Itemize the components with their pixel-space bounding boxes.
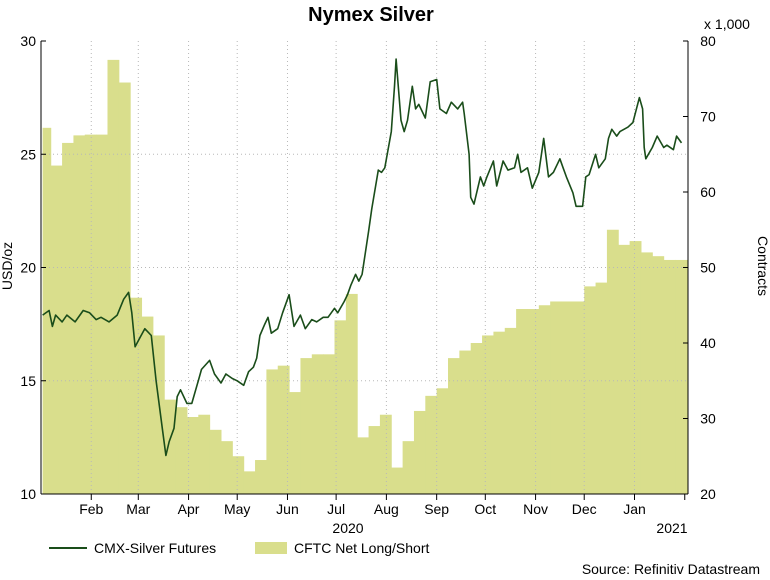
x-month-label: Mar xyxy=(126,501,150,517)
x-month-label: Jan xyxy=(623,501,646,517)
cftc-bar xyxy=(470,343,483,494)
cftc-bar xyxy=(107,59,120,494)
x-month-label: Feb xyxy=(79,501,103,517)
cftc-bar xyxy=(572,301,585,494)
cftc-bar xyxy=(118,82,131,495)
cftc-bar xyxy=(311,354,324,494)
y2-tick-label: 30 xyxy=(700,411,716,427)
y2-tick-label: 20 xyxy=(700,486,716,502)
cftc-bar xyxy=(220,441,233,494)
y2-tick-label: 70 xyxy=(700,109,716,125)
cftc-bar xyxy=(527,309,540,494)
cftc-bar xyxy=(448,358,460,494)
x-month-label: Nov xyxy=(523,501,548,517)
y-tick-label: 30 xyxy=(20,33,36,49)
y2-axis-title: Contracts xyxy=(755,236,770,296)
y2-multiplier-label: x 1,000 xyxy=(704,16,750,32)
cftc-bar xyxy=(413,410,426,494)
source-note: Source: Refinitiv Datastream xyxy=(582,561,760,577)
cftc-bar xyxy=(96,134,108,494)
cftc-bar xyxy=(538,305,551,494)
cftc-bar xyxy=(436,388,449,494)
cftc-area-layer xyxy=(42,59,689,495)
x-year-label: 2021 xyxy=(656,520,687,536)
cftc-bar xyxy=(459,350,472,494)
cftc-bar xyxy=(334,320,347,494)
x-month-label: Aug xyxy=(374,501,399,517)
cftc-bar xyxy=(663,259,676,494)
y-tick-label: 20 xyxy=(20,260,36,276)
y2-tick-label: 60 xyxy=(700,184,716,200)
legend-area-label: CFTC Net Long/Short xyxy=(294,540,429,556)
cftc-bar xyxy=(595,282,608,494)
legend-line-label: CMX-Silver Futures xyxy=(94,540,216,556)
cftc-bar xyxy=(675,259,689,494)
cftc-bar xyxy=(652,256,665,494)
cftc-bar xyxy=(323,354,336,494)
y2-tick-label: 40 xyxy=(700,335,716,351)
cftc-bar xyxy=(368,426,381,494)
cftc-bar xyxy=(300,358,313,494)
cftc-bar xyxy=(606,229,619,494)
cftc-bar xyxy=(550,301,563,494)
cftc-bar xyxy=(141,316,154,494)
cftc-bar xyxy=(357,437,370,494)
cftc-bar xyxy=(584,286,597,494)
cftc-bar xyxy=(482,335,494,494)
cftc-bar xyxy=(232,456,245,494)
axis-layer: 10 15 20 25 30 20 30 40 50 60 70 80 Feb Mar Apr May Jun J… xyxy=(20,33,716,536)
cftc-bar xyxy=(277,365,290,494)
cftc-bar xyxy=(255,460,267,494)
cftc-bar xyxy=(379,414,392,494)
cftc-bar xyxy=(561,301,574,494)
x-month-label: Jun xyxy=(276,501,299,517)
y2-tick-label: 50 xyxy=(700,260,716,276)
cftc-bar xyxy=(42,127,52,494)
cftc-bar xyxy=(50,165,63,494)
x-month-label: Oct xyxy=(474,501,496,517)
legend: CMX-Silver Futures CFTC Net Long/Short xyxy=(49,540,429,556)
cftc-bar xyxy=(516,309,528,494)
y-axis-title: USD/oz xyxy=(0,242,15,290)
y-tick-label: 15 xyxy=(20,373,36,389)
cftc-bar xyxy=(425,395,438,494)
x-year-label: 2020 xyxy=(332,520,363,536)
legend-area-swatch xyxy=(255,542,287,554)
y2-tick-label: 80 xyxy=(700,33,716,49)
cftc-bar xyxy=(186,416,199,494)
cftc-bar xyxy=(130,297,143,494)
cftc-bar xyxy=(629,241,642,494)
silver-line-layer xyxy=(42,58,683,457)
cftc-bar xyxy=(493,331,506,494)
cftc-bar xyxy=(289,392,301,494)
cftc-bar xyxy=(62,142,74,495)
cftc-bar xyxy=(266,369,279,494)
cftc-bar xyxy=(175,407,188,494)
cftc-bar xyxy=(243,471,256,494)
cftc-bar xyxy=(504,327,517,494)
chart-title: Nymex Silver xyxy=(308,4,434,26)
cftc-bar xyxy=(618,244,631,494)
cftc-bar xyxy=(152,335,165,494)
cftc-bar xyxy=(209,429,222,494)
cftc-bar xyxy=(640,252,653,494)
y-tick-label: 25 xyxy=(20,146,36,162)
cftc-bar xyxy=(164,399,177,494)
cftc-bar xyxy=(198,414,211,494)
cftc-bar xyxy=(391,467,404,494)
x-month-label: May xyxy=(224,501,250,517)
x-month-label: Dec xyxy=(572,501,597,517)
x-month-label: Jul xyxy=(327,501,345,517)
y-tick-label: 10 xyxy=(20,486,36,502)
x-month-label: Sep xyxy=(424,501,449,517)
silver-price-line xyxy=(42,58,683,457)
x-month-label: Apr xyxy=(178,501,200,517)
cftc-bar xyxy=(345,293,358,494)
cftc-bar xyxy=(402,441,415,494)
